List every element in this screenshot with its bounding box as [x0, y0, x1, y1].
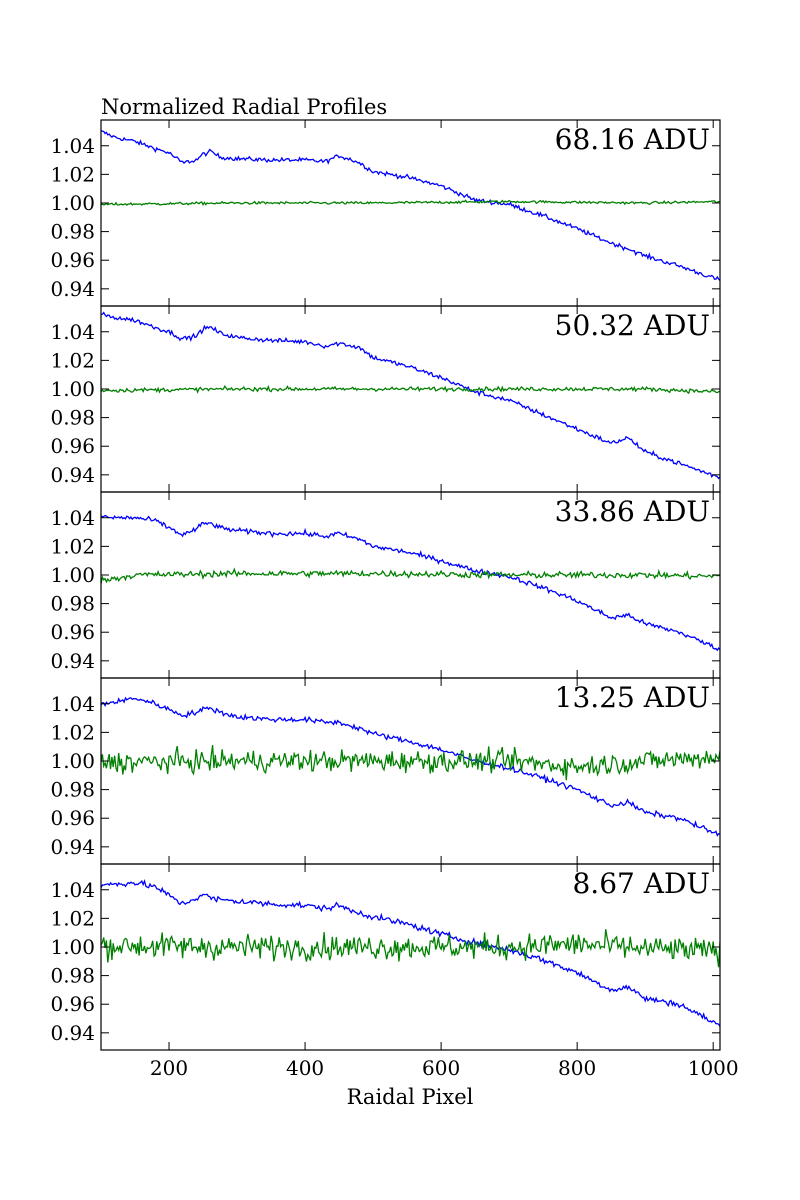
panels: 0.940.960.981.001.021.04 68.16 ADU0.940.9…: [50, 119, 721, 1051]
x-tick-label: 200: [150, 1056, 188, 1080]
y-tick-label: 0.96: [50, 806, 95, 830]
x-axis: 200 400 600 800 1000: [150, 1056, 739, 1080]
panel-2-series-blue-line: [101, 311, 720, 480]
panel-4-label: 13.25 ADU: [555, 681, 710, 714]
panel-5-label: 8.67 ADU: [572, 867, 710, 900]
x-tick-label: 600: [422, 1056, 460, 1080]
panel-1-label: 68.16 ADU: [555, 123, 710, 156]
y-tick-label: 1.04: [50, 134, 95, 158]
y-tick-label: 0.98: [50, 406, 95, 430]
y-tick-label: 0.94: [50, 835, 95, 859]
panel-2: 0.94 0.96 0.98 1.00 1.02 1.04 50.32 ADU: [50, 305, 721, 493]
y-tick-label: 1.02: [50, 162, 95, 186]
y-tick-label: 0.98: [50, 592, 95, 616]
panel-4: 0.94 0.96 0.98 1.00 1.02 1.04 13.25 ADU: [50, 677, 721, 865]
y-tick-label: 1.04: [50, 506, 95, 530]
y-tick-label: 1.00: [50, 191, 95, 215]
y-tick-label: 0.94: [50, 649, 95, 673]
y-tick-label: 1.00: [50, 377, 95, 401]
panel-5-series-blue-line: [101, 879, 720, 1027]
panel-2-label: 50.32 ADU: [555, 309, 710, 342]
panel-3-series-green-line: [101, 567, 720, 584]
x-tick-label: 1000: [688, 1056, 739, 1080]
y-tick-label: 1.04: [50, 692, 95, 716]
x-tick-label: 800: [558, 1056, 596, 1080]
y-tick-label: 0.98: [50, 778, 95, 802]
y-tick-label: 0.94: [50, 1021, 95, 1045]
y-tick-label: 0.98: [50, 220, 95, 244]
y-tick-label: 0.96: [50, 620, 95, 644]
panel-2-series-green-line: [101, 384, 720, 395]
panel-5-frame: [100, 863, 721, 1051]
y-tick-label: 1.04: [50, 320, 95, 344]
panel-4-series-green-line: [101, 745, 720, 781]
y-tick-label: 0.96: [50, 248, 95, 272]
y-tick-label: 1.00: [50, 749, 95, 773]
x-tick-label: 400: [286, 1056, 324, 1080]
panel-1: 0.94 0.96 0.98 1.00 1.02 1.04 68.16 ADU: [50, 119, 721, 307]
y-tick-label: 1.00: [50, 563, 95, 587]
y-tick-label: 1.02: [50, 348, 95, 372]
panel-3-series-blue-line: [101, 514, 720, 652]
y-tick-label: 1.02: [50, 534, 95, 558]
x-axis-title: Raidal Pixel: [347, 1085, 474, 1109]
panel-4-series-blue-line: [101, 696, 720, 837]
y-tick-label: 1.02: [50, 720, 95, 744]
y-tick-label: 0.98: [50, 964, 95, 988]
y-tick-label: 1.00: [50, 935, 95, 959]
y-tick-label: 0.96: [50, 434, 95, 458]
y-tick-label: 0.94: [50, 277, 95, 301]
panel-1-series-blue-line: [101, 129, 720, 281]
chart-title: Normalized Radial Profiles: [101, 95, 387, 119]
panel-1-series-green-line: [101, 199, 720, 207]
y-tick-label: 1.04: [50, 878, 95, 902]
y-tick-label: 0.94: [50, 463, 95, 487]
panel-3-label: 33.86 ADU: [555, 495, 710, 528]
y-tick-label: 1.02: [50, 906, 95, 930]
panel-5: 0.94 0.96 0.98 1.00 1.02 1.04 8.67 ADU: [50, 863, 721, 1051]
panel-3: 0.94 0.96 0.98 1.00 1.02 1.04 33.86 ADU: [50, 491, 721, 679]
y-tick-label: 0.96: [50, 992, 95, 1016]
panel-5-series-green-line: [101, 929, 720, 968]
